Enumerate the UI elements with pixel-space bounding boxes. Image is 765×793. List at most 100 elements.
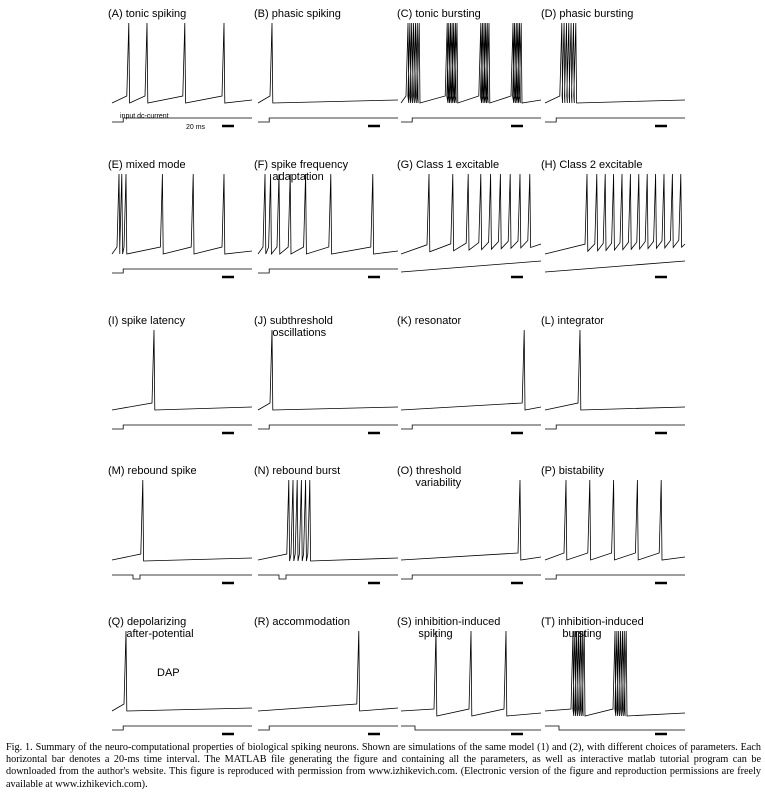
panel-label: (L) integrator — [541, 315, 604, 327]
input-current-trace — [258, 424, 398, 430]
voltage-trace-plot — [544, 630, 686, 736]
membrane-potential-trace — [257, 630, 399, 712]
membrane-potential-trace — [400, 22, 542, 104]
neuron-figure: (A) tonic spiking (B) phasic spiking (C) t… — [108, 8, 691, 736]
voltage-trace-plot — [544, 173, 686, 279]
panel-p: (P) bistability — [541, 465, 691, 605]
membrane-potential-trace — [544, 630, 686, 717]
membrane-potential-trace — [257, 479, 399, 562]
input-current-trace — [258, 268, 398, 274]
membrane-potential-trace — [544, 329, 686, 411]
panel-label: (H) Class 2 excitable — [541, 159, 643, 171]
voltage-trace-plot — [257, 329, 399, 435]
input-current-trace — [545, 117, 685, 123]
panel-label: (O) threshold variability — [397, 465, 462, 489]
voltage-trace-plot — [257, 22, 399, 128]
input-current-trace — [401, 574, 541, 580]
panel-label: (K) resonator — [397, 315, 462, 327]
voltage-trace-plot — [257, 630, 399, 736]
membrane-potential-trace — [111, 479, 253, 562]
panel-r: (R) accommodation — [254, 616, 404, 756]
voltage-trace-plot — [400, 479, 542, 585]
panel-label: (F) spike frequency adaptation — [254, 159, 349, 183]
input-current-trace — [258, 574, 398, 580]
input-current-trace — [545, 574, 685, 580]
panel-label: (G) Class 1 excitable — [397, 159, 500, 171]
panel-c: (C) tonic bursting — [397, 8, 547, 148]
panel-o: (O) threshold variability — [397, 465, 547, 605]
panel-n: (N) rebound burst — [254, 465, 404, 605]
voltage-trace-plot — [111, 479, 253, 585]
panel-d: (D) phasic bursting — [541, 8, 691, 148]
voltage-trace-plot — [400, 22, 542, 128]
input-current-trace — [401, 117, 541, 123]
input-current-trace — [258, 117, 398, 123]
voltage-trace-plot — [257, 173, 399, 279]
panel-h: (H) Class 2 excitable — [541, 159, 691, 299]
panel-label: (R) accommodation — [254, 616, 350, 628]
panel-f: (F) spike frequency adaptation — [254, 159, 404, 299]
panel-m: (M) rebound spike — [108, 465, 258, 605]
input-current-trace — [401, 424, 541, 430]
membrane-potential-trace — [544, 479, 686, 561]
panel-e: (E) mixed mode — [108, 159, 258, 299]
input-current-trace — [258, 725, 398, 731]
panel-label: (I) spike latency — [108, 315, 186, 327]
voltage-trace-plot — [111, 329, 253, 435]
voltage-trace-plot — [544, 479, 686, 585]
panel-t: (T) inhibition-induced bursting — [541, 616, 691, 756]
voltage-trace-plot — [111, 22, 253, 128]
input-current-trace — [545, 725, 685, 731]
figure-caption: Fig. 1. Summary of the neuro-computation… — [6, 742, 761, 790]
panel-j: (J) subthreshold oscillations — [254, 315, 404, 455]
panel-k: (K) resonator — [397, 315, 547, 455]
scale-bar-label: 20 ms — [186, 124, 206, 131]
panel-label: (B) phasic spiking — [254, 8, 341, 20]
voltage-trace-plot — [400, 630, 542, 736]
membrane-potential-trace — [400, 329, 542, 411]
input-current-trace — [112, 117, 252, 123]
panel-s: (S) inhibition-induced spiking — [397, 616, 547, 756]
voltage-trace-plot — [544, 22, 686, 128]
dap-label: DAP — [157, 667, 180, 679]
panel-label: (M) rebound spike — [108, 465, 197, 477]
input-current-trace — [112, 268, 252, 274]
panel-label: (P) bistability — [541, 465, 604, 477]
membrane-potential-trace — [257, 22, 399, 104]
panel-q: (Q) depolarizing after-potential — [108, 616, 258, 756]
panel-b: (B) phasic spiking — [254, 8, 404, 148]
panel-l: (L) integrator — [541, 315, 691, 455]
input-current-trace — [401, 725, 541, 731]
membrane-potential-trace — [111, 329, 253, 411]
input-current-trace — [545, 424, 685, 430]
panel-label: (D) phasic bursting — [541, 8, 634, 20]
voltage-trace-plot — [111, 630, 253, 736]
membrane-potential-trace — [400, 173, 542, 255]
membrane-potential-trace — [400, 479, 542, 561]
membrane-potential-trace — [111, 22, 253, 104]
voltage-trace-plot — [544, 329, 686, 435]
voltage-trace-plot — [111, 173, 253, 279]
membrane-potential-trace — [111, 173, 253, 255]
panel-label: (J) subthreshold oscillations — [254, 315, 333, 339]
voltage-trace-plot — [400, 329, 542, 435]
input-current-trace — [112, 574, 252, 580]
input-current-label: input dc-current — [120, 113, 169, 120]
membrane-potential-trace — [257, 329, 399, 411]
panel-g: (G) Class 1 excitable — [397, 159, 547, 299]
panel-label: (C) tonic bursting — [397, 8, 481, 20]
input-current-trace — [112, 725, 252, 731]
panel-label: (N) rebound burst — [254, 465, 341, 477]
membrane-potential-trace — [544, 173, 686, 255]
input-current-trace — [112, 424, 252, 430]
voltage-trace-plot — [257, 479, 399, 585]
panel-label: (S) inhibition-induced spiking — [397, 616, 501, 640]
membrane-potential-trace — [257, 173, 399, 256]
membrane-potential-trace — [111, 630, 253, 712]
membrane-potential-trace — [400, 630, 542, 717]
panel-label: (A) tonic spiking — [108, 8, 187, 20]
membrane-potential-trace — [544, 22, 686, 104]
panel-i: (I) spike latency — [108, 315, 258, 455]
voltage-trace-plot — [400, 173, 542, 279]
input-current-trace — [544, 260, 686, 273]
